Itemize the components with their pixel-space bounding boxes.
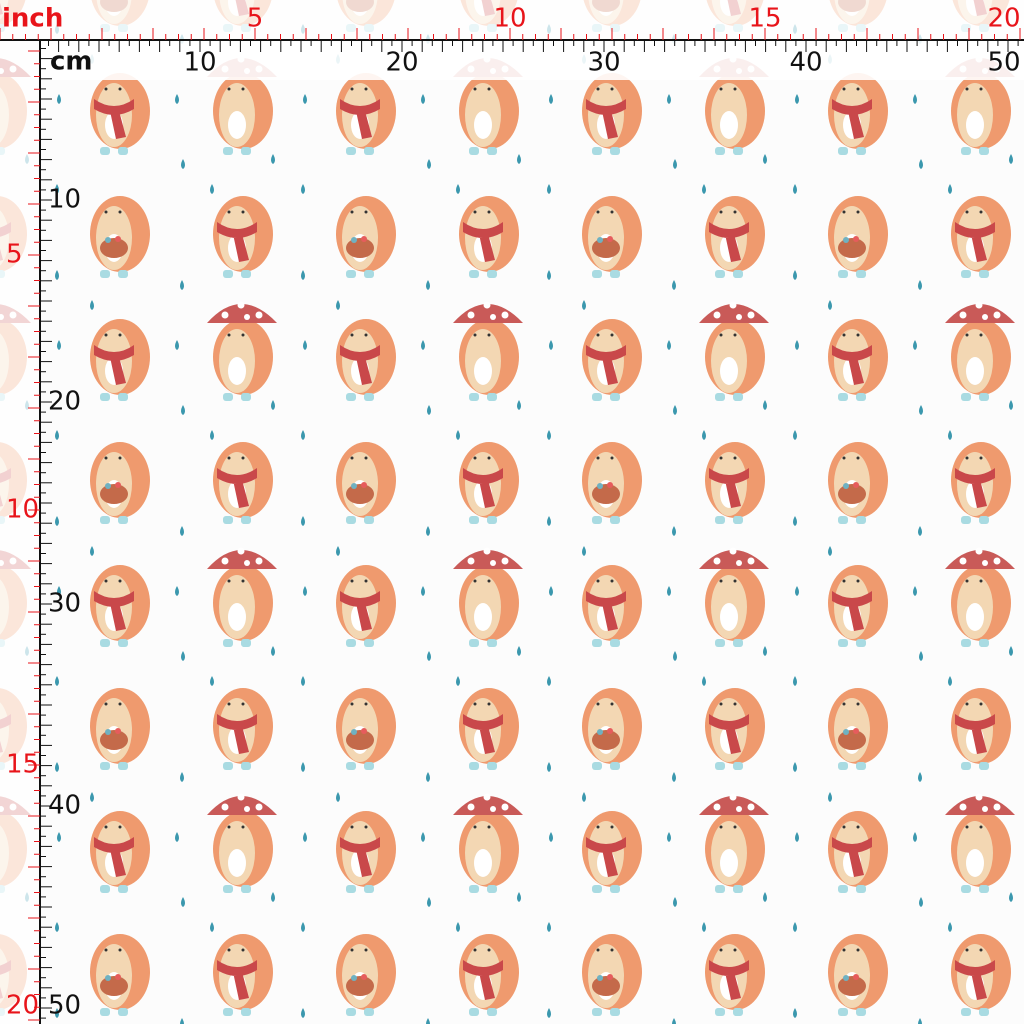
ruler-label: 10	[48, 185, 81, 215]
ruler-label: 50	[48, 991, 81, 1021]
ruler-label: 15	[6, 750, 39, 780]
ruler-label: 10	[183, 48, 216, 78]
ruler-label: 20	[48, 387, 81, 417]
ruler-label: 50	[987, 48, 1020, 78]
ruler-label: 20	[987, 4, 1020, 34]
ruler-label: 15	[748, 4, 781, 34]
ruler-ticks	[0, 28, 1021, 1021]
ruler-label: 40	[48, 791, 81, 821]
ruler-label: 20	[385, 48, 418, 78]
ruler-label: 10	[6, 495, 39, 525]
left-ruler-band	[0, 40, 40, 1024]
inch-ruler-band	[0, 0, 1024, 40]
ruler-label: 10	[493, 4, 526, 34]
inch-unit: inch	[2, 4, 63, 34]
ruler-label: 5	[6, 240, 23, 270]
ruler-label: 30	[587, 48, 620, 78]
ruler-label: 40	[789, 48, 822, 78]
cm-ruler-band	[40, 40, 1024, 80]
ruler-label: 20	[6, 991, 39, 1021]
ruler-label: 30	[48, 589, 81, 619]
cm-unit: cm	[50, 47, 93, 77]
ruler-label: 5	[247, 4, 264, 34]
